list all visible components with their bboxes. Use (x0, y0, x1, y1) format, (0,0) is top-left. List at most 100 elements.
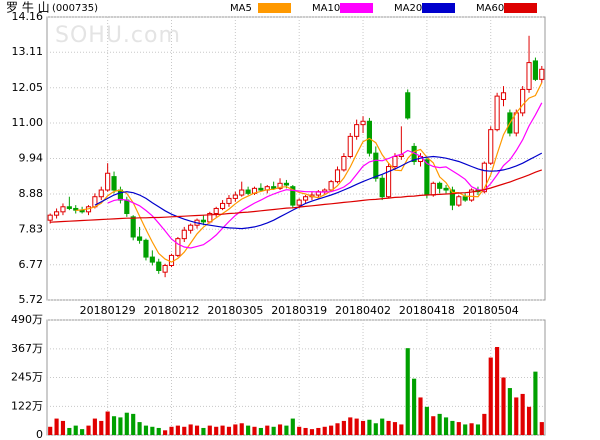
volume-bar (258, 427, 263, 435)
volume-bar (309, 429, 315, 435)
volume-bar (207, 425, 212, 435)
candle-body (54, 211, 60, 216)
candle-body (66, 206, 72, 209)
candle-body (232, 194, 238, 199)
legend-swatch (422, 3, 455, 13)
vol-tick-label: 0 (36, 428, 43, 440)
candle-body (494, 95, 500, 131)
volume-bar (252, 426, 257, 435)
volume-bar (277, 424, 283, 435)
legend-label: MA10 (312, 3, 340, 14)
chart-title: 罗 牛 山 (6, 0, 50, 15)
volume-bar (105, 411, 110, 435)
candle-body (188, 224, 194, 231)
candle-body (539, 68, 545, 80)
candle-body (277, 182, 283, 189)
volume-bar (137, 422, 142, 435)
volume-bar (169, 426, 174, 435)
volume-bar (99, 420, 104, 435)
candle-body (520, 88, 526, 114)
volume-bar (533, 371, 538, 435)
volume-bar (322, 426, 327, 435)
volume-bar (143, 425, 149, 435)
candle-body (443, 187, 449, 191)
volume-bar (316, 427, 321, 435)
y-tick-label: 7.83 (19, 222, 44, 235)
volume-bar (469, 423, 474, 435)
candle-body (239, 189, 245, 196)
legend-swatch (258, 3, 291, 13)
candle-body (437, 182, 443, 189)
y-tick-label: 5.72 (19, 293, 44, 306)
volume-bar (501, 377, 506, 435)
candle-body (213, 207, 219, 214)
volume-bar (233, 424, 238, 435)
y-tick-label: 14.16 (12, 10, 44, 23)
candle-body (162, 264, 168, 273)
legend-label: MA20 (394, 3, 422, 14)
candle-body (303, 196, 309, 201)
volume-bar (463, 424, 468, 435)
candle-body (532, 60, 538, 80)
candle-body (392, 155, 398, 168)
volume-bar (246, 425, 251, 435)
volume-bar (188, 424, 193, 435)
volume-bar (111, 416, 117, 435)
volume-bar (456, 422, 461, 435)
candle-body (386, 166, 392, 198)
volume-bar (539, 422, 544, 435)
x-tick-label: 20180418 (399, 304, 455, 317)
watermark: SOHU.com (55, 23, 181, 48)
candle-body (130, 216, 136, 238)
volume-bar (73, 425, 78, 435)
vol-tick-label: 122万 (11, 399, 43, 412)
volume-bar (131, 413, 136, 435)
candle-body (296, 199, 302, 206)
volume-bar (201, 427, 206, 435)
candle-body (500, 92, 507, 100)
candle-body (175, 238, 181, 256)
volume-bar (348, 417, 353, 435)
y-tick-label: 13.11 (12, 45, 44, 58)
candle-body (334, 169, 341, 183)
candle-body (481, 162, 487, 193)
volume-bar (239, 423, 244, 435)
ma-line (94, 152, 543, 230)
candle-body (488, 129, 494, 164)
candle-body (98, 189, 104, 198)
volume-bar (341, 420, 346, 435)
volume-bar (412, 378, 417, 435)
volume-bar (495, 346, 500, 435)
volume-bar (450, 420, 455, 435)
volume-bar (526, 406, 532, 435)
volume-bar (431, 416, 436, 435)
volume-bar (290, 418, 295, 435)
volume-bar (214, 426, 219, 435)
y-tick-label: 12.05 (12, 81, 44, 94)
candle-body (181, 229, 187, 240)
candle-body (245, 189, 251, 194)
ma-line (75, 82, 543, 263)
volume-bar (86, 425, 91, 435)
volume-bar (418, 397, 423, 435)
volume-bar (156, 427, 161, 435)
volume-bar (54, 418, 59, 435)
legend-label: MA60 (476, 3, 504, 14)
volume-bar (475, 424, 481, 435)
candle-body (354, 124, 360, 137)
volume-bar (182, 426, 187, 435)
volume-bar (335, 423, 340, 435)
volume-bar (443, 417, 449, 435)
candle-body (526, 62, 532, 90)
candle-body (341, 155, 347, 171)
volume-bar (380, 418, 385, 435)
candle-body (430, 182, 436, 196)
volume-bar (354, 418, 359, 435)
legend-swatch (504, 3, 537, 13)
candle-body (290, 186, 296, 206)
volume-bar (360, 420, 366, 435)
volume-bar (118, 417, 123, 435)
volume-bar (303, 427, 308, 435)
candle-body (226, 197, 232, 204)
candle-body (424, 159, 430, 196)
